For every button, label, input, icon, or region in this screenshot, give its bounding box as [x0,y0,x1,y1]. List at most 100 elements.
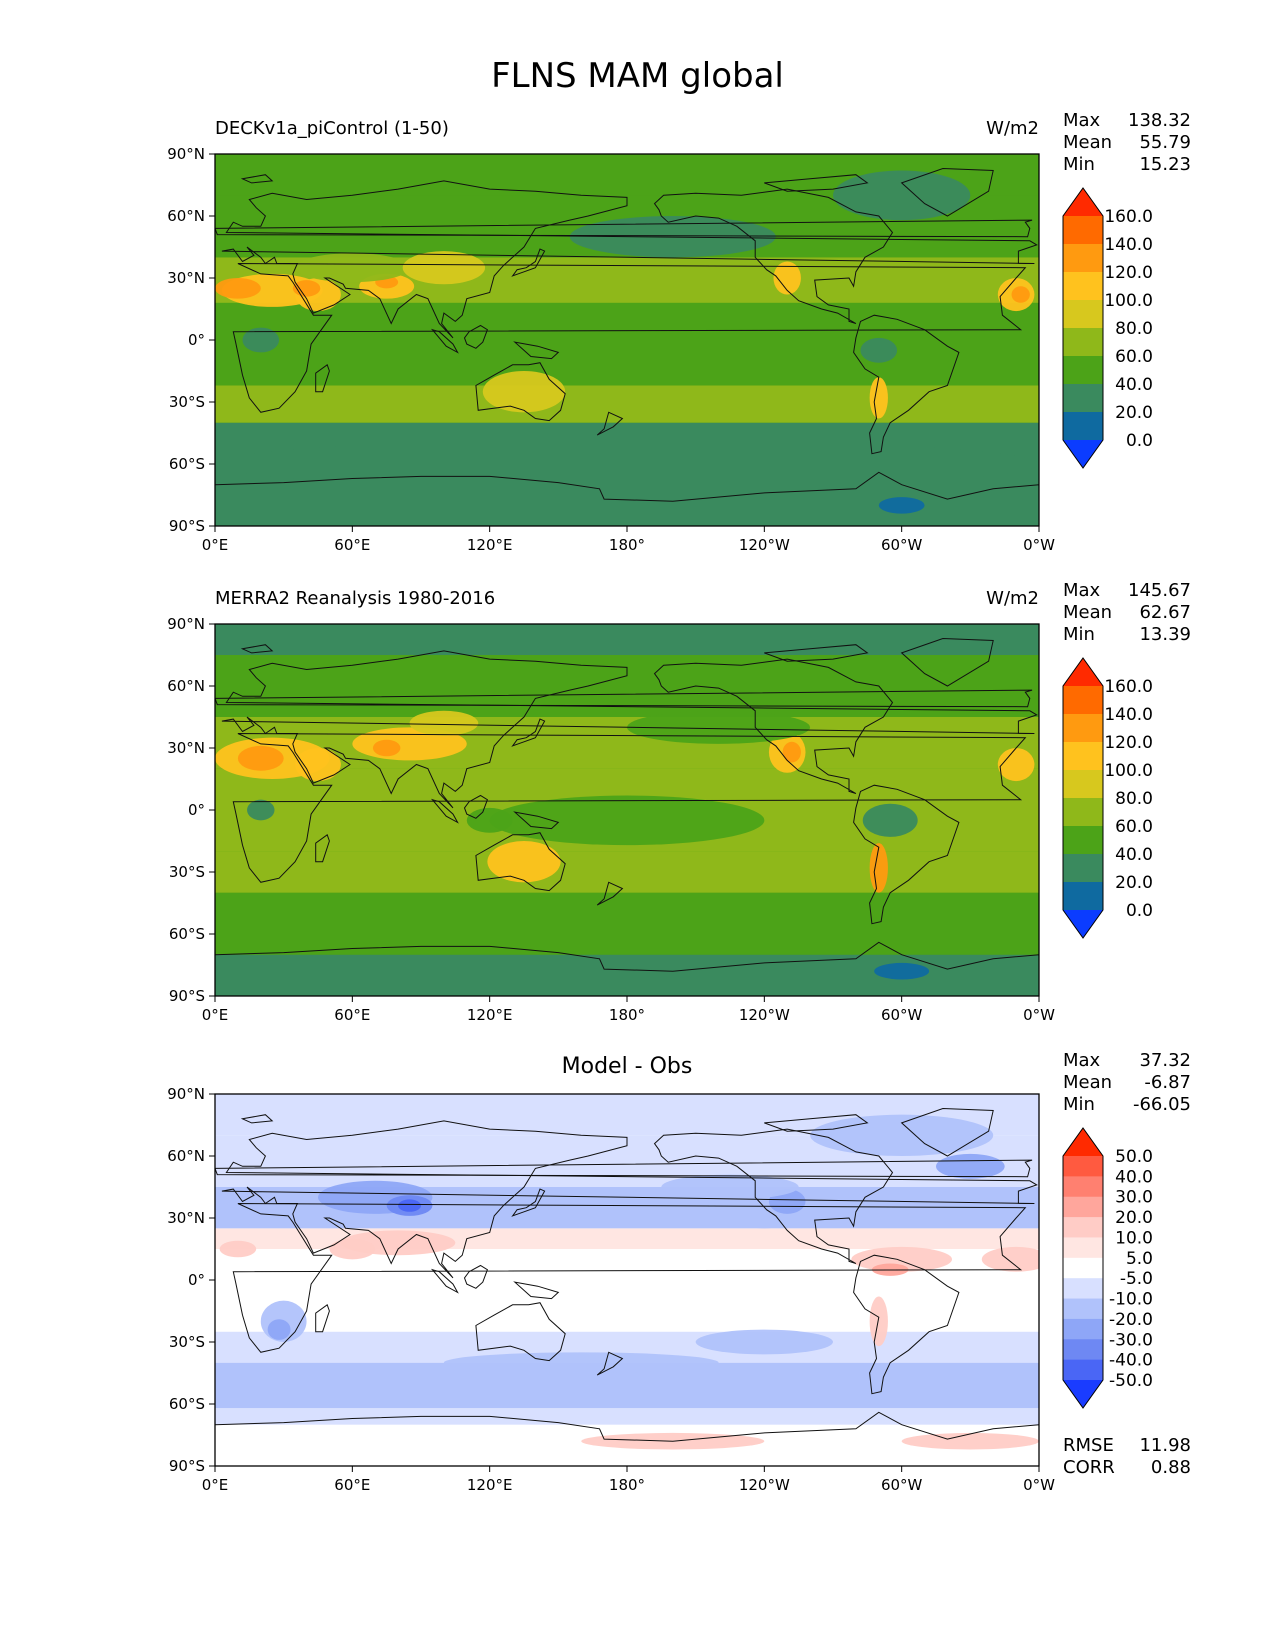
lat-tick-label: 90°S [169,517,205,535]
colorbar-label: 30.0 [1115,1188,1153,1208]
colorbar-segment [1063,412,1103,441]
field-band [215,851,1039,893]
lat-tick-label: 0° [188,1271,205,1289]
field-blob [936,1153,1005,1179]
field-blob [851,1246,953,1272]
field-band [215,624,1039,655]
map-field [215,1094,1039,1466]
colorbar-label: 0.0 [1126,431,1153,451]
map-field [215,154,1039,526]
coastline-newguinea [513,341,560,360]
field-blob [329,1238,376,1260]
field-band [215,385,1039,423]
colorbar-segment [1063,1359,1103,1381]
stat-corr-label: CORR [1063,1457,1115,1478]
stat-max-label: Max [1063,1050,1101,1071]
lon-tick-label: 0°E [202,536,229,554]
colorbar-label: 50.0 [1115,1147,1153,1167]
panel-stats: Max 138.32 Mean 55.79 Min 15.23 [1063,110,1191,176]
field-blob [487,841,561,883]
stat-min-label: Min [1063,154,1095,175]
panel-units: W/m2 [986,118,1039,139]
lat-tick-label: 60°S [169,925,205,943]
field-blob [981,1246,1039,1272]
lon-tick-label: 60°E [334,1476,370,1494]
lat-tick-label: 90°N [167,1085,205,1103]
lon-tick-label: 0°W [1023,1476,1055,1494]
map-plot: 90°N 60°N 30°N 0° 30°S 60°S 90°S0°E 60°E 120°E 18… [167,145,1153,554]
field-band [215,717,1039,769]
colorbar-label: 80.0 [1115,789,1153,809]
colorbar-label: 140.0 [1104,235,1153,255]
field-blob [489,795,765,846]
lat-tick-label: 60°N [167,207,205,225]
stat-min: 15.23 [1139,154,1191,175]
coastline-newguinea [513,811,560,830]
lon-tick-label: 60°W [881,1476,923,1494]
lon-tick-label: 120°E [467,1476,513,1494]
colorbar-segment [1063,1318,1103,1340]
lat-tick-label: 30°S [169,1333,205,1351]
lon-tick-label: 60°E [334,1006,370,1024]
coastline-japan [511,718,546,747]
stat-rmse-label: RMSE [1063,1435,1114,1456]
coastline-madagascar [315,1304,330,1333]
lat-tick-label: 0° [188,331,205,349]
colorbar-label: 40.0 [1115,375,1153,395]
colorbar: 160.0 140.0 120.0 100.0 80.0 60.0 40.0 20.0 0.0 [1062,187,1153,469]
stat-mean: -6.87 [1144,1072,1191,1093]
coastline-japan [511,1188,546,1217]
colorbar-segment [1063,272,1103,301]
field-blob [295,748,341,782]
coastline-newzealand [596,411,624,436]
panel-units: W/m2 [986,588,1039,609]
colorbar-segment [1063,328,1103,357]
stat-rmse: 11.98 [1139,1435,1191,1456]
coastline-madagascar [315,834,330,863]
coastline-uk [215,219,1033,238]
field-blob [661,1174,799,1200]
colorbar-segment [1063,1339,1103,1361]
field-band [215,302,1039,386]
colorbar-segment [1063,216,1103,245]
stat-max: 37.32 [1139,1050,1191,1071]
map-plot: 90°N 60°N 30°N 0° 30°S 60°S 90°S0°E 60°E 120°E 18… [167,615,1153,1024]
lat-tick-label: 30°N [167,269,205,287]
coastline-svalbard [240,174,274,184]
field-blob [1011,286,1030,303]
lat-tick-label: 60°S [169,1395,205,1413]
stat-max-label: Max [1063,580,1101,601]
lat-tick-label: 60°S [169,455,205,473]
field-blob [215,278,261,299]
coastline-borneo [463,1264,489,1289]
field-blob [267,1319,291,1340]
coastline-eurasia [221,650,1038,809]
colorbar-outline [1062,187,1104,469]
colorbar-label: 120.0 [1104,263,1153,283]
coastline-sumatra [430,1268,459,1294]
coastline-antarctica [215,1411,1039,1466]
field-band [215,892,1039,955]
colorbar-extend-bottom [1063,1380,1103,1408]
field-blob [869,843,888,893]
colorbar-label: 160.0 [1104,207,1153,227]
field-blob [869,1296,888,1347]
colorbar-outline [1062,657,1104,939]
lon-tick-label: 180° [609,1006,645,1024]
coastline-greenland [900,167,994,217]
coastline-eurasia [221,180,1038,339]
field-blob [295,253,410,283]
colorbar-label: -5.0 [1120,1269,1153,1289]
field-blob [215,439,1039,489]
colorbar-segment [1063,1176,1103,1198]
coastline-samerica [853,314,960,455]
panel-title: DECKv1a_piControl (1-50) [215,118,449,139]
colorbar-label: 140.0 [1104,705,1153,725]
colorbar-label: 20.0 [1115,1208,1153,1228]
field-blob [695,1329,833,1355]
colorbar-segment [1063,686,1103,715]
stat-max: 145.67 [1128,580,1191,601]
lat-tick-label: 30°N [167,1209,205,1227]
colorbar-segment [1063,826,1103,855]
field-blob [874,962,930,980]
